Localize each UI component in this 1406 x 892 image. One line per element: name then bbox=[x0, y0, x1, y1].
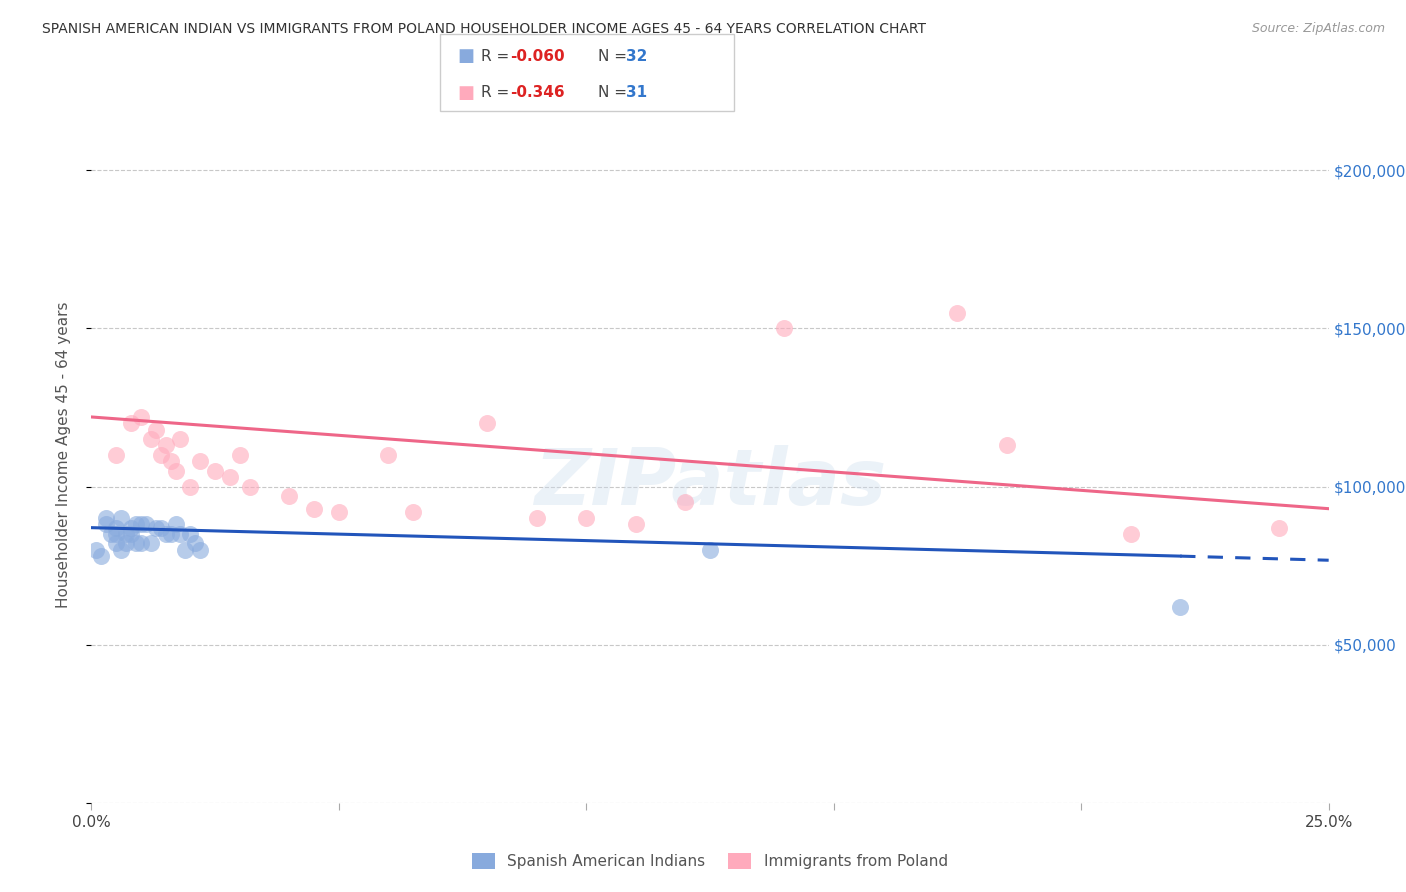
Point bbox=[135, 517, 157, 532]
Point bbox=[179, 479, 201, 493]
Point bbox=[1268, 521, 1291, 535]
Point bbox=[204, 464, 226, 478]
Point bbox=[129, 517, 152, 532]
Point bbox=[120, 417, 142, 431]
Point bbox=[139, 536, 162, 550]
Point bbox=[402, 505, 425, 519]
Point bbox=[90, 549, 112, 563]
Point bbox=[169, 432, 191, 446]
Point bbox=[105, 527, 128, 541]
Point bbox=[773, 321, 796, 335]
Point bbox=[110, 542, 132, 557]
Point bbox=[219, 470, 242, 484]
Point bbox=[155, 527, 177, 541]
Text: R =: R = bbox=[481, 49, 509, 63]
Point bbox=[624, 517, 647, 532]
Point bbox=[239, 479, 262, 493]
Point bbox=[105, 521, 128, 535]
Text: 31: 31 bbox=[626, 86, 647, 100]
Point bbox=[125, 517, 148, 532]
Point bbox=[149, 448, 172, 462]
Point bbox=[184, 536, 207, 550]
Point bbox=[96, 511, 118, 525]
Text: -0.060: -0.060 bbox=[510, 49, 565, 63]
Point bbox=[169, 527, 191, 541]
Text: N =: N = bbox=[598, 86, 627, 100]
Point bbox=[149, 521, 172, 535]
Point bbox=[159, 527, 181, 541]
Point bbox=[377, 448, 399, 462]
Point bbox=[278, 489, 301, 503]
Point bbox=[229, 448, 252, 462]
Text: 32: 32 bbox=[626, 49, 647, 63]
Point bbox=[105, 536, 128, 550]
Point bbox=[174, 542, 197, 557]
Point bbox=[477, 417, 499, 431]
Text: ZIPatlas: ZIPatlas bbox=[534, 445, 886, 521]
Point bbox=[328, 505, 350, 519]
Point bbox=[179, 527, 201, 541]
Text: N =: N = bbox=[598, 49, 627, 63]
Point bbox=[575, 511, 598, 525]
Point bbox=[145, 423, 167, 437]
Point bbox=[139, 432, 162, 446]
Point bbox=[188, 542, 211, 557]
Point bbox=[165, 464, 187, 478]
Point bbox=[115, 527, 138, 541]
Point bbox=[946, 305, 969, 319]
Text: -0.346: -0.346 bbox=[510, 86, 565, 100]
Point bbox=[115, 536, 138, 550]
Point bbox=[673, 495, 696, 509]
Point bbox=[110, 511, 132, 525]
Point bbox=[105, 448, 128, 462]
Y-axis label: Householder Income Ages 45 - 64 years: Householder Income Ages 45 - 64 years bbox=[56, 301, 70, 608]
Text: Source: ZipAtlas.com: Source: ZipAtlas.com bbox=[1251, 22, 1385, 36]
Point bbox=[100, 527, 122, 541]
Point bbox=[120, 527, 142, 541]
Point bbox=[1168, 599, 1191, 614]
Text: ■: ■ bbox=[457, 84, 474, 102]
Point bbox=[526, 511, 548, 525]
Point bbox=[120, 521, 142, 535]
Point bbox=[159, 454, 181, 468]
Point bbox=[145, 521, 167, 535]
Point bbox=[86, 542, 108, 557]
Point bbox=[96, 517, 118, 532]
Point bbox=[995, 438, 1018, 452]
Point bbox=[1119, 527, 1142, 541]
Point bbox=[188, 454, 211, 468]
Text: R =: R = bbox=[481, 86, 509, 100]
Point bbox=[125, 536, 148, 550]
Text: SPANISH AMERICAN INDIAN VS IMMIGRANTS FROM POLAND HOUSEHOLDER INCOME AGES 45 - 6: SPANISH AMERICAN INDIAN VS IMMIGRANTS FR… bbox=[42, 22, 927, 37]
Point bbox=[155, 438, 177, 452]
Legend: Spanish American Indians, Immigrants from Poland: Spanish American Indians, Immigrants fro… bbox=[467, 847, 953, 875]
Point bbox=[129, 409, 152, 424]
Point bbox=[699, 542, 721, 557]
Text: ■: ■ bbox=[457, 47, 474, 65]
Point bbox=[129, 536, 152, 550]
Point bbox=[302, 501, 325, 516]
Point bbox=[165, 517, 187, 532]
